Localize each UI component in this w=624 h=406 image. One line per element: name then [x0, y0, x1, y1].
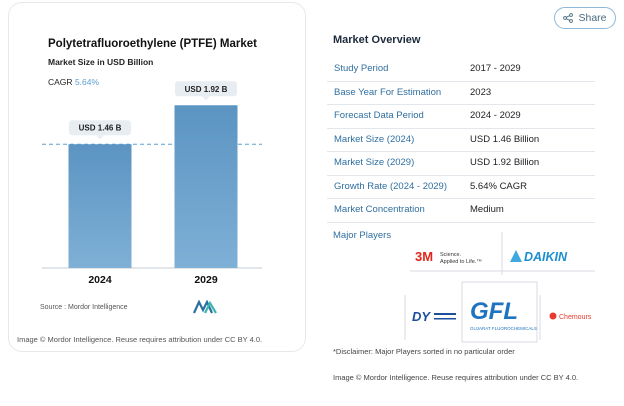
gfl-wordmark: GFL [470, 298, 518, 325]
overview-value: USD 1.92 Billion [470, 157, 540, 169]
3m-mark: 3M [415, 249, 433, 264]
overview-value: 2023 [470, 86, 492, 98]
value-label-bg [69, 120, 131, 136]
overview-label: Market Size (2024) [334, 133, 415, 145]
chart-source: Source : Mordor Intelligence [40, 304, 128, 311]
value-label-pointer [202, 96, 210, 101]
players-disclaimer: *Disclaimer: Major Players sorted in no … [333, 347, 515, 356]
overview-label: Forecast Data Period [334, 110, 424, 122]
cagr-label: CAGR [48, 77, 73, 87]
cagr-value: 5.64% [74, 77, 100, 87]
chemours-dot-icon [549, 312, 557, 320]
player-logo-chemours: Chemours [549, 312, 592, 321]
bar-2024 [68, 144, 132, 268]
x-tick-label: 2024 [88, 274, 112, 286]
chart-card [8, 2, 306, 352]
overview-value: 2017 - 2029 [470, 63, 521, 75]
major-players-label: Major Players [333, 230, 392, 241]
daikin-triangle-icon [510, 250, 522, 262]
cagr-text: CAGR 5.64% [48, 77, 99, 87]
share-icon [563, 13, 574, 23]
overview-value: 5.64% CAGR [470, 180, 528, 192]
player-logo-daikin: DAIKIN [510, 250, 568, 264]
overview-row-base-year: Base Year For Estimation 2023 [327, 81, 595, 105]
share-button[interactable]: Share [554, 7, 616, 29]
overview-row-forecast-period: Forecast Data Period 2024 - 2029 [327, 104, 595, 129]
3m-tagline-2: Applied to Life.™ [440, 259, 482, 265]
overview-value: USD 1.46 Billion [470, 133, 540, 145]
overview-row-growth-rate: Growth Rate (2024 - 2029) 5.64% CAGR [327, 175, 595, 199]
overview-row-market-size-2024: Market Size (2024) USD 1.46 Billion [327, 128, 595, 152]
value-label: USD 1.46 B [79, 124, 122, 133]
gfl-subtext: GUJARAT FLUOROCHEMICALS [470, 326, 537, 331]
share-label: Share [578, 12, 607, 24]
player-logo-dongyue: DY [412, 309, 456, 324]
overview-label: Market Concentration [334, 204, 425, 216]
value-label: USD 1.92 B [185, 85, 228, 94]
chemours-wordmark: Chemours [559, 314, 592, 321]
market-overview-title: Market Overview [333, 34, 421, 46]
player-logo-3m: 3M Science. Applied to Life.™ [415, 249, 482, 265]
image-credit-right: Image © Mordor Intelligence. Reuse requi… [333, 373, 579, 382]
daikin-wordmark: DAIKIN [524, 250, 568, 264]
value-label-pointer [96, 135, 104, 140]
value-label-bg [175, 81, 237, 97]
overview-value: 2024 - 2029 [470, 110, 521, 122]
gfl-logo-frame [461, 281, 538, 343]
chart-subtitle: Market Size in USD Billion [48, 57, 154, 67]
x-tick-label: 2029 [194, 274, 218, 286]
bar-2029 [174, 105, 238, 268]
overview-value: Medium [470, 204, 504, 216]
dongyue-mark: DY [412, 309, 431, 324]
overview-row-study-period: Study Period 2017 - 2029 [327, 57, 595, 82]
overview-label: Growth Rate (2024 - 2029) [334, 180, 448, 192]
overview-row-market-concentration: Market Concentration Medium [327, 198, 595, 223]
image-credit-left: Image © Mordor Intelligence. Reuse requi… [17, 335, 263, 344]
overview-label: Study Period [334, 63, 389, 75]
player-logo-gfl: GFL GUJARAT FLUOROCHEMICALS [461, 281, 538, 343]
mordor-logo-icon [193, 300, 217, 314]
3m-tagline-1: Science. [440, 252, 462, 258]
overview-label: Market Size (2029) [334, 157, 415, 169]
chart-title: Polytetrafluoroethylene (PTFE) Market [48, 38, 257, 50]
overview-label: Base Year For Estimation [334, 86, 442, 98]
overview-row-market-size-2029: Market Size (2029) USD 1.92 Billion [327, 151, 595, 176]
